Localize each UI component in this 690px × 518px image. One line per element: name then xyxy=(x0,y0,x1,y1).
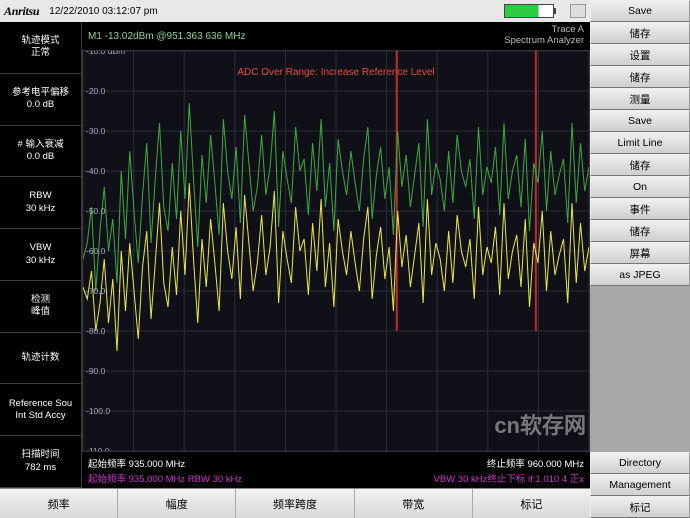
side-key-label: Save xyxy=(628,5,652,17)
y-tick: -30.0 xyxy=(86,126,105,136)
left-param-label: 轨迹计数 xyxy=(21,352,59,364)
side-key-3[interactable]: 储存 xyxy=(590,66,690,88)
graph-footer: 起始频率 935.000 MHz 终止频率 960.000 MHz 起始频率 9… xyxy=(82,452,590,488)
side-key-label: Save xyxy=(628,115,652,127)
left-param-7[interactable]: Reference SouInt Std Accy xyxy=(0,384,82,436)
timestamp: 12/22/2010 03:12:07 pm xyxy=(49,6,157,17)
footer-line2-right: VBW 30 kHz终止下标 if:1.010 4 正x xyxy=(434,471,584,485)
left-param-value: 30 kHz xyxy=(26,255,56,267)
left-param-0[interactable]: 轨迹模式正常 xyxy=(0,22,82,74)
left-param-label: # 输入衰减 xyxy=(18,139,64,151)
bottom-key-0[interactable]: 频率 xyxy=(0,489,118,518)
side-key-label: 测量 xyxy=(630,92,651,107)
side-key-9[interactable]: 事件 xyxy=(590,198,690,220)
side-menu-gap xyxy=(590,286,690,452)
battery-icon xyxy=(504,4,554,18)
side-key-5[interactable]: Save xyxy=(590,110,690,132)
left-param-value: Int Std Accy xyxy=(15,410,65,422)
side-key-label: 设置 xyxy=(630,48,651,63)
mode-label: Spectrum Analyzer xyxy=(504,35,584,46)
top-bar: Anritsu 12/22/2010 03:12:07 pm xyxy=(0,0,590,22)
left-param-label: 扫描时间 xyxy=(21,449,59,461)
side-key-12[interactable]: as JPEG xyxy=(590,264,690,286)
left-param-5[interactable]: 检测峰值 xyxy=(0,281,82,333)
start-freq-value: 935.000 MHz xyxy=(129,459,186,470)
left-param-value: 峰值 xyxy=(31,306,50,318)
side-key-1[interactable]: 储存 xyxy=(590,22,690,44)
left-param-8[interactable]: 扫描时间782 ms xyxy=(0,436,82,488)
left-param-4[interactable]: VBW30 kHz xyxy=(0,229,82,281)
footer-line2-left: 起始频率 935.000 MHz RBW 30 kHz xyxy=(88,471,242,485)
y-tick: -70.0 xyxy=(86,286,105,296)
trace-label: Trace A xyxy=(504,24,584,35)
y-tick: -10.0 dBm xyxy=(86,50,125,56)
y-tick: -100.0 xyxy=(86,406,110,416)
side-key-11[interactable]: 屏幕 xyxy=(590,242,690,264)
side-key-label: 储存 xyxy=(630,26,651,41)
side-key-label: 储存 xyxy=(630,224,651,239)
left-param-label: RBW xyxy=(29,190,51,202)
start-freq-label: 起始频率 xyxy=(88,459,126,470)
left-param-value: 0.0 dB xyxy=(27,151,54,163)
left-param-1[interactable]: 参考电平偏移0.0 dB xyxy=(0,74,82,126)
side-key-label: 事件 xyxy=(630,202,651,217)
side-key-7[interactable]: 储存 xyxy=(590,154,690,176)
bottom-key-3[interactable]: 带宽 xyxy=(355,489,473,518)
left-param-label: VBW xyxy=(30,242,52,254)
side-key-label: 储存 xyxy=(630,158,651,173)
side-key-8[interactable]: On xyxy=(590,176,690,198)
left-param-value: 782 ms xyxy=(25,462,56,474)
brand-logo: Anritsu xyxy=(4,4,39,19)
bottom-softkeys: 频率幅度频率跨度带宽标记 xyxy=(0,488,590,518)
side-key-2[interactable]: 设置 xyxy=(590,44,690,66)
left-param-value: 正常 xyxy=(31,47,50,59)
y-tick: -90.0 xyxy=(86,366,105,376)
side-key-4[interactable]: 测量 xyxy=(590,88,690,110)
side-menu: Save储存设置储存测量SaveLimit Line储存On事件储存屏幕as J… xyxy=(590,0,690,518)
stop-freq-value: 960.000 MHz xyxy=(527,459,584,470)
side-key-label: 标记 xyxy=(630,500,651,515)
side-key-label: Limit Line xyxy=(618,137,663,149)
side-key-label: as JPEG xyxy=(619,269,660,281)
side-key-b-0[interactable]: Directory xyxy=(590,452,690,474)
bottom-key-1[interactable]: 幅度 xyxy=(118,489,236,518)
left-param-6[interactable]: 轨迹计数 xyxy=(0,333,82,385)
side-key-label: 屏幕 xyxy=(630,246,651,261)
stop-freq-label: 终止频率 xyxy=(487,459,525,470)
side-key-10[interactable]: 储存 xyxy=(590,220,690,242)
left-param-value: 0.0 dB xyxy=(27,99,54,111)
bottom-key-2[interactable]: 频率跨度 xyxy=(236,489,354,518)
spectrum-plot: ADC Over Range: Increase Reference Level… xyxy=(82,50,590,452)
left-parameter-panel: 轨迹模式正常参考电平偏移0.0 dB# 输入衰减0.0 dBRBW30 kHzV… xyxy=(0,22,82,488)
side-key-label: On xyxy=(633,181,647,193)
y-tick: -40.0 xyxy=(86,166,105,176)
left-param-3[interactable]: RBW30 kHz xyxy=(0,177,82,229)
y-tick: -80.0 xyxy=(86,326,105,336)
side-key-6[interactable]: Limit Line xyxy=(590,132,690,154)
side-key-b-1[interactable]: Management xyxy=(590,474,690,496)
y-tick: -60.0 xyxy=(86,246,105,256)
bottom-key-4[interactable]: 标记 xyxy=(473,489,590,518)
side-key-label: 储存 xyxy=(630,70,651,85)
graph-area: M1 -13.02dBm @951.363 636 MHz Trace A Sp… xyxy=(82,22,590,488)
left-param-label: 轨迹模式 xyxy=(21,35,59,47)
side-key-label: Management xyxy=(609,479,670,491)
side-key-b-2[interactable]: 标记 xyxy=(590,496,690,518)
y-tick: -50.0 xyxy=(86,206,105,216)
y-tick: -20.0 xyxy=(86,86,105,96)
left-param-2[interactable]: # 输入衰减0.0 dB xyxy=(0,126,82,178)
left-param-value: 30 kHz xyxy=(26,203,56,215)
topbar-button[interactable] xyxy=(570,4,586,18)
left-param-label: 检测 xyxy=(31,294,50,306)
left-param-label: 参考电平偏移 xyxy=(12,87,69,99)
side-key-0[interactable]: Save xyxy=(590,0,690,22)
side-key-label: Directory xyxy=(619,457,661,469)
graph-header: M1 -13.02dBm @951.363 636 MHz Trace A Sp… xyxy=(82,22,590,50)
left-param-label: Reference Sou xyxy=(9,398,72,410)
